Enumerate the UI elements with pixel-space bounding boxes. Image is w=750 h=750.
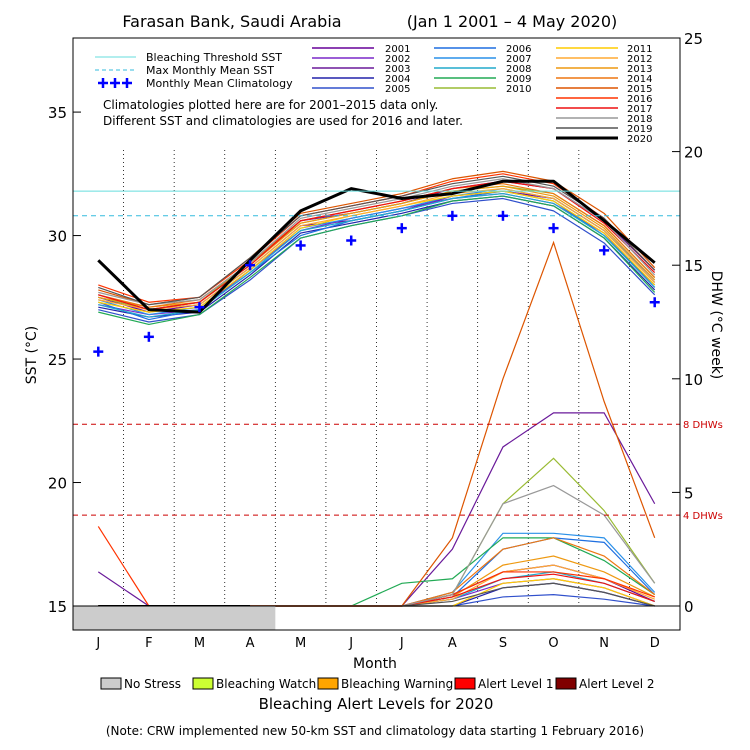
month-label: A bbox=[246, 636, 255, 651]
climatology-marker bbox=[649, 297, 660, 308]
sst-line-2009 bbox=[98, 195, 656, 326]
reference-legend: Bleaching Threshold SST Max Monthly Mean… bbox=[95, 51, 293, 90]
axes: 15 20 25 30 35 0 5 10 15 20 25 J F M A M J J A S O N D bbox=[48, 30, 703, 651]
chart-title: Farasan Bank, Saudi Arabia bbox=[122, 12, 341, 31]
alert-label-watch: Bleaching Watch bbox=[216, 677, 316, 691]
climatology-marker bbox=[548, 223, 559, 234]
footnote: (Note: CRW implemented new 50-km SST and… bbox=[106, 724, 644, 738]
month-grid bbox=[123, 150, 630, 606]
dhw-line-2001 bbox=[98, 564, 655, 607]
month-label: F bbox=[145, 636, 152, 651]
month-label: O bbox=[548, 636, 558, 651]
climatology-marker bbox=[497, 210, 508, 221]
right-tick-label: 10 bbox=[684, 371, 703, 389]
dhw-level-label: 8 DHWs bbox=[683, 420, 723, 431]
mmm-legend-label: Max Monthly Mean SST bbox=[146, 64, 274, 77]
year-legend-label-2012: 2012 bbox=[627, 54, 652, 65]
dhw-line-2010 bbox=[98, 457, 656, 607]
chart-date-range: (Jan 1 2001 – 4 May 2020) bbox=[407, 12, 618, 31]
climatology-marker bbox=[396, 223, 407, 234]
year-legend-label-2009: 2009 bbox=[506, 74, 531, 85]
year-legend-label-2001: 2001 bbox=[385, 44, 410, 55]
right-tick-label: 0 bbox=[684, 598, 694, 616]
year-legend-label-2010: 2010 bbox=[506, 84, 531, 95]
plot-frame bbox=[72, 37, 681, 607]
climatology-legend-label: Monthly Mean Climatology bbox=[146, 77, 293, 90]
sst-series bbox=[97, 170, 656, 326]
year-legend-label-2018: 2018 bbox=[627, 114, 652, 125]
month-label: M bbox=[194, 636, 205, 651]
climatology-marker bbox=[599, 245, 610, 256]
year-legend-label-2002: 2002 bbox=[385, 54, 410, 65]
year-legend-label-2003: 2003 bbox=[385, 64, 410, 75]
y-axis-label-left: SST (°C) bbox=[24, 326, 40, 384]
year-legend-label-2017: 2017 bbox=[627, 104, 652, 115]
climatology-marker bbox=[93, 346, 104, 357]
year-legend-label-2007: 2007 bbox=[506, 54, 531, 65]
dhw-line-2005 bbox=[98, 594, 655, 607]
year-legend-label-2015: 2015 bbox=[627, 84, 652, 95]
alert-label-level-2: Alert Level 2 bbox=[579, 677, 655, 691]
year-legend-label-2016: 2016 bbox=[627, 94, 652, 105]
month-label: D bbox=[650, 636, 660, 651]
alert-swatch-watch bbox=[192, 677, 214, 690]
right-tick-label: 15 bbox=[684, 257, 703, 275]
climatology-marker bbox=[245, 260, 256, 271]
sst-line-2020 bbox=[97, 179, 656, 314]
month-label: J bbox=[95, 636, 100, 651]
month-label: A bbox=[448, 636, 457, 651]
month-label: M bbox=[295, 636, 306, 651]
year-legend-label-2013: 2013 bbox=[627, 64, 652, 75]
year-legend-label-2014: 2014 bbox=[627, 74, 652, 85]
climatology-note-line-2: Different SST and climatologies are used… bbox=[103, 114, 463, 128]
left-tick-label: 30 bbox=[48, 228, 67, 246]
reference-lines: 8 DHWs 4 DHWs bbox=[73, 190, 723, 522]
month-label: N bbox=[599, 636, 609, 651]
year-legend-label-2006: 2006 bbox=[506, 44, 531, 55]
alert-label-warning: Bleaching Warning bbox=[341, 677, 453, 691]
sst-line-2012 bbox=[98, 188, 656, 311]
alert-swatch-level-1 bbox=[454, 677, 476, 690]
dhw-line-2012 bbox=[98, 564, 655, 607]
month-label: S bbox=[499, 636, 507, 651]
climatology-note-line-1: Climatologies plotted here are for 2001–… bbox=[103, 98, 438, 112]
alert-label-level-1: Alert Level 1 bbox=[478, 677, 554, 691]
alert-swatch-level-2 bbox=[555, 677, 577, 690]
alert-label-no-stress: No Stress bbox=[124, 677, 181, 691]
alert-legend-title: Bleaching Alert Levels for 2020 bbox=[259, 695, 494, 713]
right-tick-label: 25 bbox=[684, 30, 703, 48]
month-label: J bbox=[348, 636, 353, 651]
left-tick-label: 15 bbox=[48, 598, 67, 616]
climatology-marker bbox=[143, 331, 154, 342]
left-tick-label: 35 bbox=[48, 104, 67, 122]
y-axis-label-right: DHW (°C week) bbox=[708, 271, 724, 380]
alert-legend: No Stress Bleaching Watch Bleaching Warn… bbox=[100, 677, 655, 691]
left-tick-label: 20 bbox=[48, 475, 67, 493]
year-legend-label-2004: 2004 bbox=[385, 74, 410, 85]
x-axis-label: Month bbox=[353, 656, 397, 672]
year-legend-label-2020: 2020 bbox=[627, 134, 652, 145]
climatology-marker bbox=[295, 240, 306, 251]
climatology-marker bbox=[194, 302, 205, 313]
alert-swatch-warning bbox=[317, 677, 339, 690]
right-tick-label: 20 bbox=[684, 144, 703, 162]
climatology-marker bbox=[447, 210, 458, 221]
month-label: J bbox=[399, 636, 404, 651]
alert-swatch-no-stress bbox=[100, 677, 122, 690]
year-legend-label-2011: 2011 bbox=[627, 44, 652, 55]
climatology-marker bbox=[346, 235, 357, 246]
threshold-legend-label: Bleaching Threshold SST bbox=[146, 51, 282, 64]
left-tick-label: 25 bbox=[48, 351, 67, 369]
year-legend-label-2019: 2019 bbox=[627, 124, 652, 135]
sst-line-2018 bbox=[98, 178, 656, 306]
year-legend-label-2005: 2005 bbox=[385, 84, 410, 95]
climatology-legend-swatch bbox=[98, 78, 132, 88]
dhw-level-label: 4 DHWs bbox=[683, 511, 723, 522]
alert-bar-no-stress bbox=[73, 606, 276, 630]
right-tick-label: 5 bbox=[684, 484, 694, 502]
year-legend-label-2008: 2008 bbox=[506, 64, 531, 75]
